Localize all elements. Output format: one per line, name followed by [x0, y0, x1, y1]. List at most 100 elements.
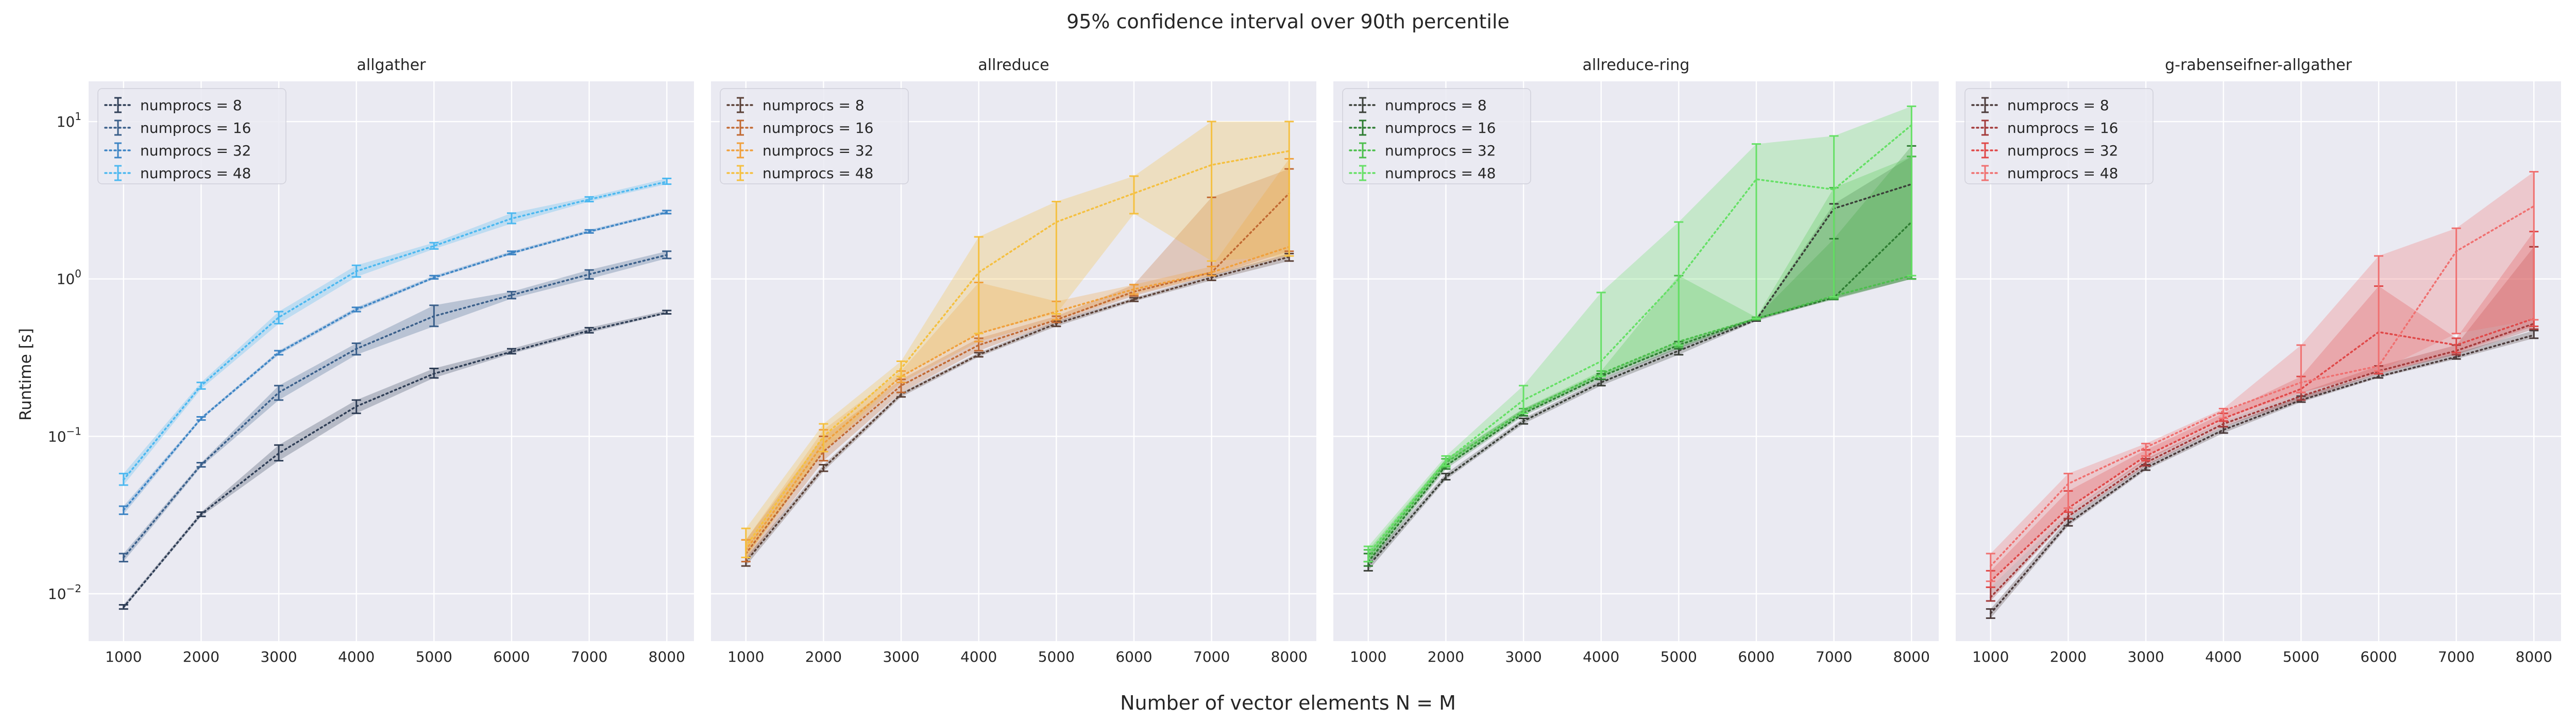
series-line [123, 254, 668, 559]
x-tick-label: 7000 [1193, 648, 1230, 665]
x-tick-label: 7000 [1816, 648, 1852, 665]
series-line [1990, 334, 2535, 614]
subplot-panels: allgather 1000 2000 3000 4000 5000 6000 7000 800… [48, 56, 2561, 665]
legend: numprocs = 8 numprocs = 16 numprocs = 32 nu… [720, 88, 909, 184]
x-tick-label: 8000 [1271, 648, 1308, 665]
series-line [745, 246, 1291, 551]
x-tick-label: 3000 [260, 648, 297, 665]
x-tick-label: 1000 [1350, 648, 1386, 665]
ci-band [1368, 106, 1912, 562]
x-tick-label: 4000 [338, 648, 375, 665]
x-tick-label: 8000 [1893, 648, 1930, 665]
legend-label: numprocs = 32 [1385, 142, 1496, 159]
subplot-0: allgather 1000 2000 3000 4000 5000 6000 7000 800… [48, 56, 694, 665]
ci-band [745, 169, 1290, 562]
series-line [1367, 221, 1913, 563]
ci-band [745, 122, 1290, 558]
legend-label: numprocs = 48 [140, 165, 251, 182]
legend-label: numprocs = 32 [2007, 142, 2118, 159]
series-line [745, 192, 1291, 555]
x-tick-label: 8000 [2516, 648, 2552, 665]
x-tick-label: 3000 [1505, 648, 1541, 665]
x-tick-label: 5000 [1038, 648, 1075, 665]
series-3 [1363, 105, 1917, 563]
x-tick-label: 2000 [183, 648, 219, 665]
x-tick-label: 2000 [2050, 648, 2087, 665]
x-tick-label: 6000 [1115, 648, 1152, 665]
legend-box [1964, 88, 2154, 184]
x-tick-label: 6000 [1738, 648, 1774, 665]
legend-box [1342, 88, 1531, 184]
subplot-title: allreduce [978, 56, 1049, 74]
series-line [1367, 274, 1913, 559]
legend-label: numprocs = 8 [2007, 97, 2109, 114]
x-tick-label: 5000 [416, 648, 452, 665]
x-tick-label: 4000 [2205, 648, 2242, 665]
legend: numprocs = 8 numprocs = 16 numprocs = 32 nu… [1342, 88, 1531, 184]
x-tick-label: 6000 [2360, 648, 2397, 665]
x-tick-label: 1000 [1972, 648, 2009, 665]
series-line [1367, 124, 1913, 555]
subplot-title: allgather [357, 56, 426, 74]
legend-label: numprocs = 8 [140, 97, 242, 114]
y-tick-label: 10−2 [48, 582, 81, 602]
legend-box [97, 88, 286, 184]
series-line [123, 312, 668, 609]
y-tick-label: 101 [57, 110, 81, 130]
legend: numprocs = 8 numprocs = 16 numprocs = 32 nu… [97, 88, 286, 184]
legend-label: numprocs = 8 [762, 97, 865, 114]
series-line [1990, 205, 2535, 567]
ci-band [1990, 171, 2534, 581]
series-line [1990, 322, 2535, 598]
x-tick-label: 5000 [2283, 648, 2319, 665]
x-tick-label: 8000 [649, 648, 685, 665]
legend-box [720, 88, 909, 184]
series-0 [118, 309, 672, 610]
subplot-title: allreduce-ring [1583, 56, 1690, 74]
series-3 [1986, 170, 2539, 582]
legend: numprocs = 8 numprocs = 16 numprocs = 32 nu… [1964, 88, 2154, 184]
ci-band [1368, 156, 1912, 562]
subplot-1: allreduce 1000 2000 3000 4000 5000 6000 7000 800… [711, 56, 1316, 665]
series-3 [741, 120, 1294, 559]
ci-band [1368, 156, 1912, 571]
x-axis-label: Number of vector elements N = M [1120, 692, 1456, 714]
series-line [123, 211, 668, 511]
x-tick-label: 7000 [571, 648, 607, 665]
y-tick-label: 100 [57, 268, 81, 288]
x-tick-label: 2000 [805, 648, 842, 665]
y-axis-label: Runtime [s] [16, 328, 35, 421]
ci-band [1990, 231, 2534, 588]
series-line [1367, 183, 1913, 567]
x-tick-label: 3000 [883, 648, 919, 665]
series-2 [118, 210, 672, 515]
subplot-2: allreduce-ring 1000 2000 3000 4000 5000 6000 70… [1333, 56, 1939, 665]
legend-label: numprocs = 48 [762, 165, 873, 182]
legend-label: numprocs = 48 [1385, 165, 1496, 182]
subplot-3: g-rabenseifner-allgather 1000 2000 3000 4000… [1956, 56, 2561, 665]
legend-label: numprocs = 16 [2007, 119, 2118, 136]
legend-label: numprocs = 16 [1385, 119, 1496, 136]
x-tick-label: 3000 [2127, 648, 2164, 665]
series-3 [118, 178, 672, 486]
series-line [745, 256, 1291, 563]
legend-label: numprocs = 8 [1385, 97, 1487, 114]
legend-label: numprocs = 16 [762, 119, 873, 136]
x-tick-label: 4000 [960, 648, 997, 665]
legend-label: numprocs = 48 [2007, 165, 2118, 182]
series-1 [118, 250, 672, 563]
x-tick-label: 1000 [727, 648, 764, 665]
series-line [123, 181, 668, 481]
x-tick-label: 5000 [1660, 648, 1697, 665]
subplot-title: g-rabenseifner-allgather [2165, 56, 2352, 74]
legend-label: numprocs = 16 [140, 119, 251, 136]
series-line [745, 150, 1291, 547]
legend-label: numprocs = 32 [140, 142, 251, 159]
x-tick-label: 6000 [493, 648, 530, 665]
y-tick-label: 10−1 [48, 425, 81, 445]
x-tick-label: 1000 [105, 648, 142, 665]
x-tick-label: 7000 [2438, 648, 2475, 665]
legend-label: numprocs = 32 [762, 142, 873, 159]
